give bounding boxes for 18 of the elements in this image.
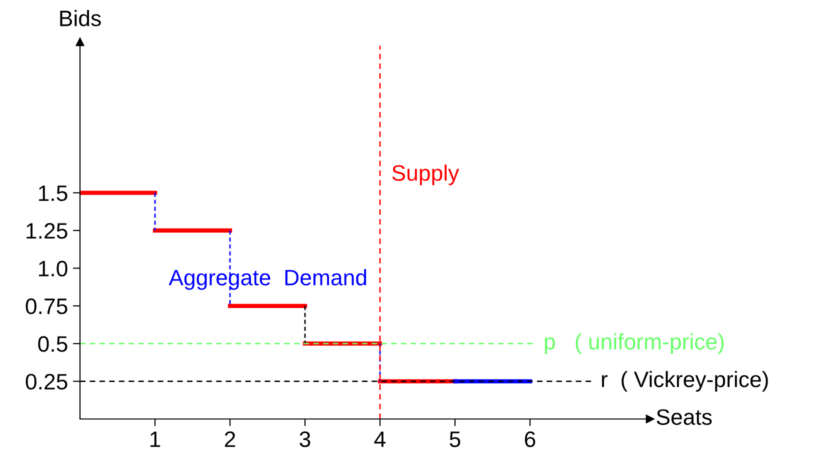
y-tick-label: 1.0 xyxy=(39,260,68,276)
x-tick-label: 5 xyxy=(450,432,460,448)
x-axis-title: Seats xyxy=(656,409,712,425)
y-tick-label: 1.5 xyxy=(39,186,68,202)
x-tick-label: 4 xyxy=(374,432,386,447)
y-tick-label: 0.25 xyxy=(26,374,68,390)
annotation: Aggregate Demand xyxy=(168,269,366,290)
y-axis-title: Bids xyxy=(60,10,101,26)
x-tick-label: 1 xyxy=(150,432,160,447)
x-tick-label: 6 xyxy=(524,431,536,448)
y-tick-label: 0.5 xyxy=(38,336,68,352)
x-tick-label: 2 xyxy=(224,431,236,447)
ref-line-label: Supply xyxy=(392,164,460,186)
ref-line-label: p ( uniform-price) xyxy=(544,333,724,354)
y-tick-label: 1.25 xyxy=(26,223,68,239)
y-tick-label: 0.75 xyxy=(26,298,68,314)
x-tick-label: 3 xyxy=(300,431,310,448)
ref-line-label: r ( Vickrey-price) xyxy=(602,370,768,392)
